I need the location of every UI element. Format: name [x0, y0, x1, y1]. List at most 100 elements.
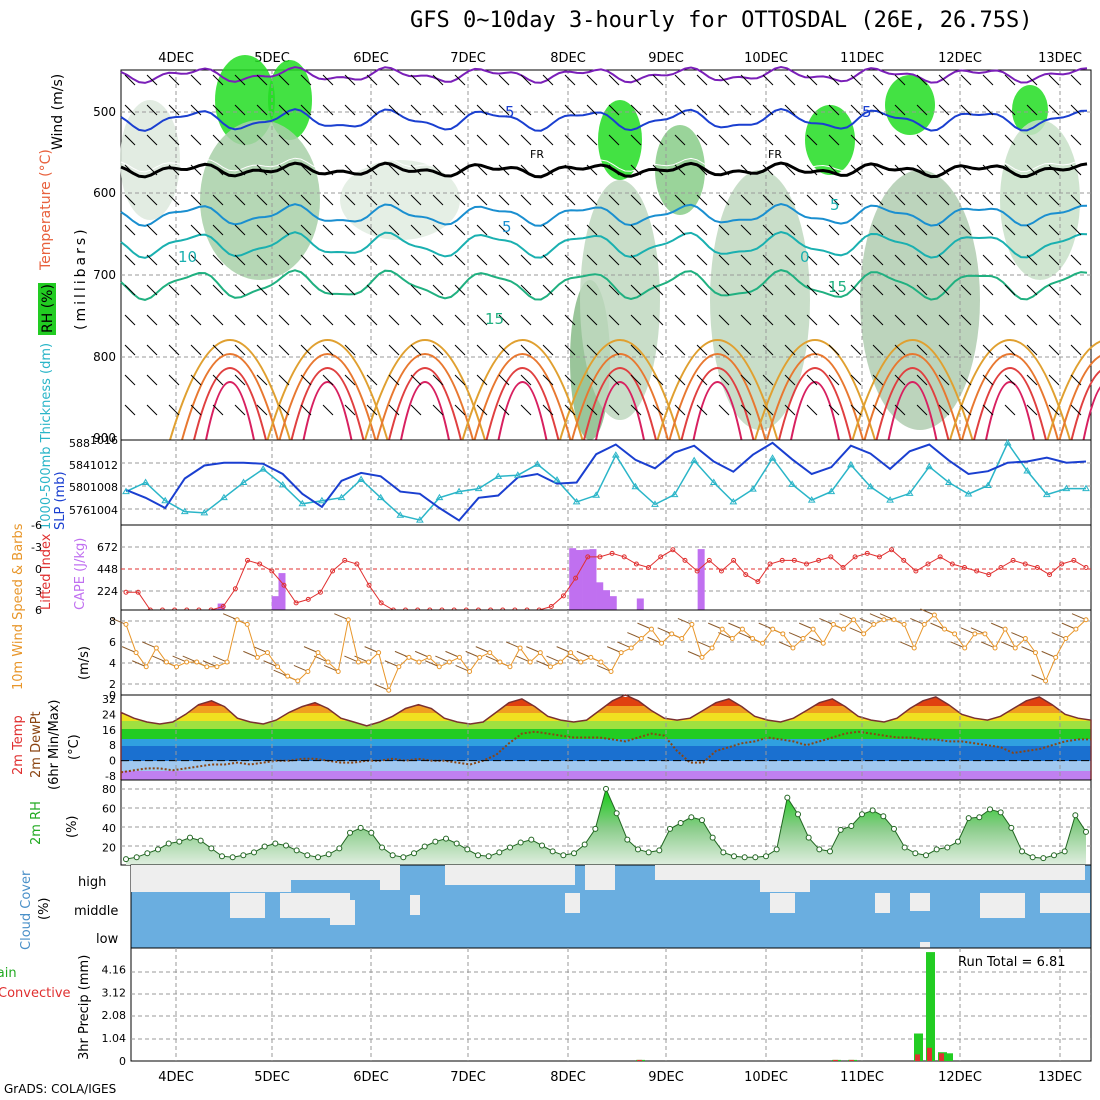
wind-barb-staff: [872, 74, 884, 86]
wind-barb: [564, 254, 576, 266]
wind-barb-staff: [850, 194, 862, 206]
wind-barb-staff: [828, 254, 840, 266]
lifted-index-point: [378, 600, 384, 606]
wind-barb-staff: [520, 74, 532, 86]
wind10-point: [578, 659, 584, 665]
wind-barb: [564, 104, 576, 116]
wind10-barb: [1061, 622, 1077, 630]
wind-barb: [630, 224, 642, 236]
lifted-index-point: [889, 547, 895, 553]
li-tick: 0: [35, 563, 42, 576]
wind-barb-staff: [828, 314, 840, 326]
wind10-barb: [859, 617, 874, 625]
cloud-units: (%): [37, 898, 52, 921]
wind-barb: [168, 404, 180, 416]
wind-barb-staff: [586, 314, 598, 326]
wind-barb: [146, 374, 158, 386]
wind-barb-staff: [828, 134, 840, 146]
contour-arch: [985, 381, 1035, 441]
wind-barb: [1048, 284, 1060, 296]
wind-barb-staff: [762, 74, 774, 86]
cloud-clear-patch: [410, 895, 420, 915]
wind-barb: [938, 374, 950, 386]
wind-barb-staff: [190, 284, 202, 296]
contour-label-5d: 5: [830, 196, 840, 214]
wind-barb-staff: [322, 194, 334, 206]
contour-arch: [851, 339, 974, 441]
wind-barb-staff: [256, 224, 268, 236]
wind-barb: [1048, 104, 1060, 116]
wind-barb-staff: [124, 74, 136, 86]
wind10-point: [891, 617, 897, 623]
wind-barb: [784, 254, 796, 266]
wind-barb-staff: [916, 284, 928, 296]
thickness-point: [435, 493, 444, 501]
wind-barb: [410, 104, 422, 116]
wind-barb-staff: [960, 134, 972, 146]
wind-barb-staff: [630, 194, 642, 206]
cloud-level-low: low: [96, 932, 119, 947]
wind-barb-staff: [674, 194, 686, 206]
pressure-tick: 900: [93, 431, 116, 445]
wind-barb: [454, 344, 466, 356]
wind10-point: [1073, 626, 1079, 632]
thickness-point: [905, 489, 914, 496]
wind10-barb: [384, 660, 400, 668]
wind-barb: [124, 254, 136, 266]
wind-barb-staff: [740, 164, 752, 176]
cape-bar: [609, 596, 617, 610]
wind-barb: [498, 404, 510, 416]
wind-barb-staff: [916, 74, 928, 86]
thickness-point: [141, 478, 150, 485]
rh2m-point: [923, 852, 929, 859]
wind-barb-staff: [872, 194, 884, 206]
contour-arch: [1082, 385, 1100, 441]
wind10-point: [942, 626, 948, 632]
rh2m-point: [1072, 812, 1079, 819]
wind-barb: [542, 104, 554, 116]
wind-barb-staff: [762, 374, 774, 386]
wind-barb-staff: [630, 134, 642, 146]
wind-barb-staff: [894, 254, 906, 266]
rh2m-point: [592, 825, 599, 832]
wind-barb: [190, 374, 202, 386]
wind10-point: [1053, 654, 1059, 660]
wind-barb-staff: [168, 194, 180, 206]
wind-barb-staff: [300, 284, 312, 296]
wind-barb: [278, 314, 290, 326]
wind-barb-staff: [124, 314, 136, 326]
wind-barb: [850, 404, 862, 416]
wind-barb: [850, 344, 862, 356]
wind-barb: [234, 284, 246, 296]
wind-barb-staff: [454, 314, 466, 326]
wind-barb-staff: [608, 134, 620, 146]
wind-barb: [652, 404, 664, 416]
wind-barb: [410, 194, 422, 206]
lifted-index-point: [220, 603, 226, 609]
wind-barb: [476, 374, 488, 386]
wind-barb-staff: [212, 284, 224, 296]
wind-barb: [982, 344, 994, 356]
contour-label-5a: 5: [505, 103, 515, 121]
cloud-clear-patch: [900, 865, 980, 877]
wind-barb-staff: [168, 314, 180, 326]
rh2m-point: [453, 840, 460, 847]
wind-barb-staff: [718, 194, 730, 206]
wind-barb: [256, 164, 268, 176]
wind-barb: [212, 404, 224, 416]
wind10-point: [214, 664, 220, 670]
wind10-barb: [1031, 674, 1046, 682]
wind-barb-staff: [542, 134, 554, 146]
wind-barb: [960, 344, 972, 356]
wind-barb: [652, 104, 664, 116]
contour-arch: [754, 339, 876, 441]
wind-barb-staff: [564, 374, 576, 386]
rh2m-point: [581, 841, 588, 848]
wind-barb: [630, 374, 642, 386]
wind-barb-staff: [630, 74, 642, 86]
wind10-barb: [566, 655, 581, 663]
wind-barb-staff: [278, 104, 290, 116]
